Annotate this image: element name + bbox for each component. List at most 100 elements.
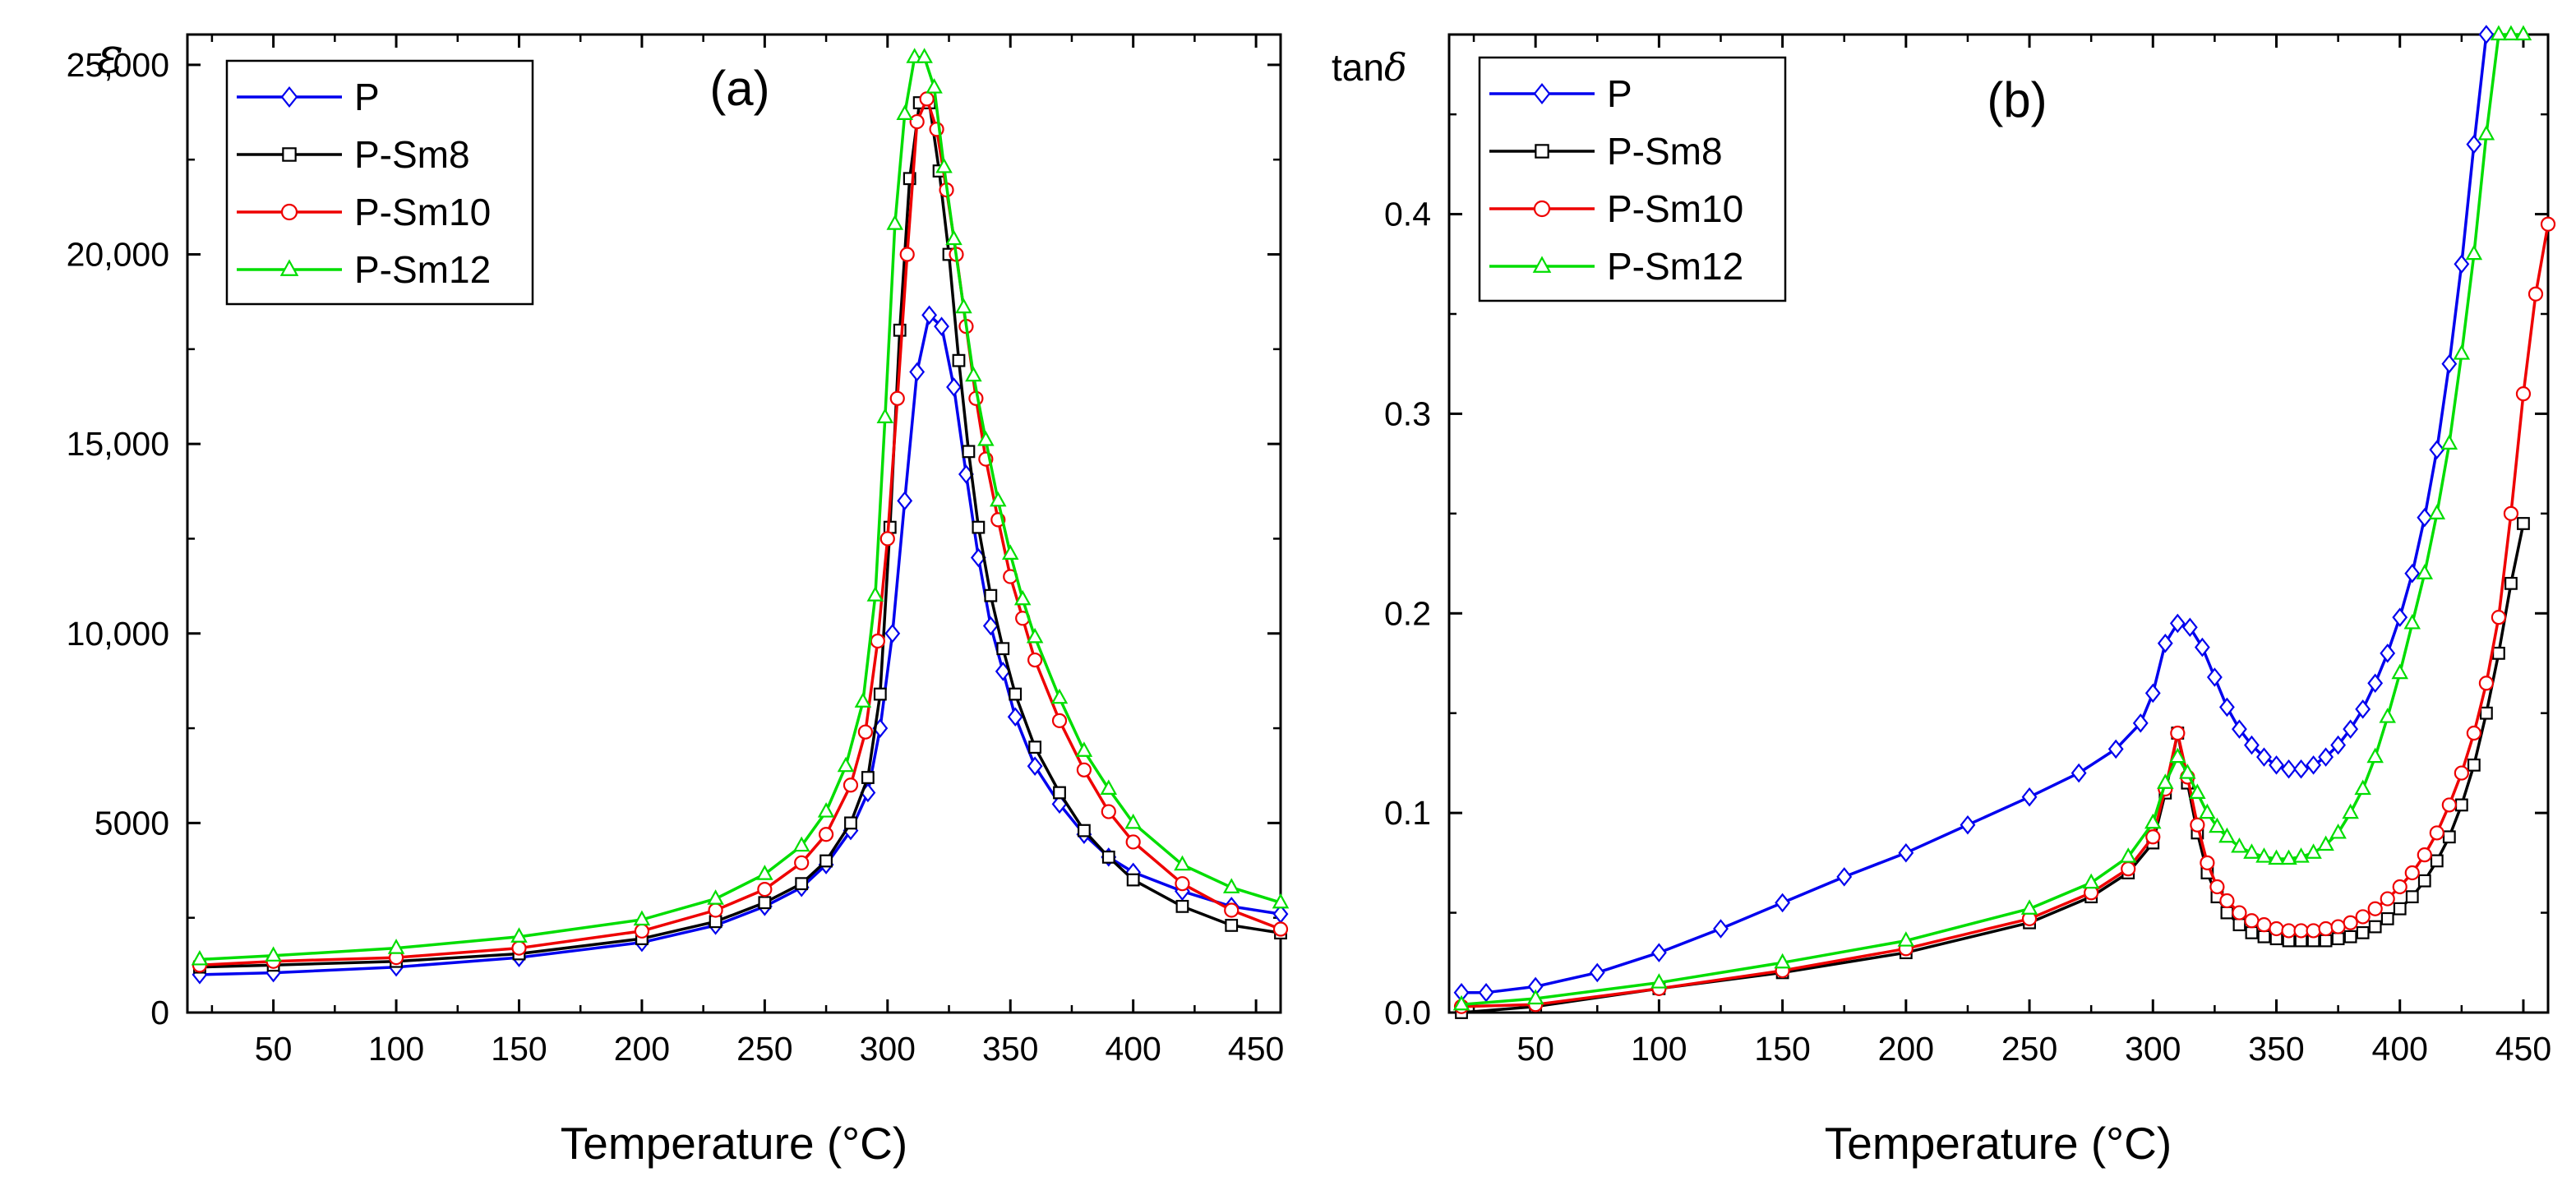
x-tick-label: 300 — [2125, 1030, 2181, 1068]
y-axis-label-b-symbol: δ — [1384, 45, 1407, 90]
legend-label: P-Sm8 — [1607, 130, 1723, 173]
data-point — [2293, 923, 2309, 939]
data-point — [2199, 803, 2216, 819]
data-point — [916, 48, 933, 63]
data-point — [1124, 813, 1142, 829]
legend-item: P-Sm10 — [237, 191, 491, 233]
legend-marker — [1532, 256, 1552, 273]
data-point — [387, 939, 405, 954]
data-point — [633, 910, 651, 926]
legend-label: P-Sm10 — [354, 191, 491, 233]
x-tick-label: 450 — [1228, 1030, 1284, 1068]
data-point — [2429, 440, 2445, 459]
data-point — [1222, 878, 1240, 893]
data-point — [2454, 798, 2468, 812]
y-tick-label: 15,000 — [67, 425, 169, 463]
data-point — [1077, 824, 1091, 837]
data-point — [2244, 913, 2260, 929]
data-point — [2492, 646, 2505, 660]
data-point — [2368, 920, 2382, 934]
legend-item: P-Sm8 — [1489, 130, 1723, 173]
data-point — [2021, 787, 2038, 807]
data-point — [945, 229, 963, 246]
data-point — [2245, 925, 2259, 939]
legend-item: P-Sm10 — [1489, 187, 1743, 230]
data-point — [2355, 699, 2371, 719]
data-point — [2417, 874, 2431, 888]
panel-label-a: (a) — [709, 61, 769, 116]
data-point — [2169, 747, 2186, 764]
data-point — [1898, 842, 1914, 863]
data-point — [2269, 755, 2284, 775]
x-tick-label: 100 — [1631, 1030, 1687, 1068]
data-point — [899, 247, 915, 262]
data-point — [1126, 873, 1140, 887]
data-point — [896, 104, 913, 120]
data-point — [935, 157, 953, 173]
data-point — [854, 692, 872, 708]
data-point — [2428, 504, 2446, 519]
data-point — [191, 949, 209, 966]
data-point — [984, 588, 998, 602]
x-tick-label: 350 — [982, 1030, 1038, 1068]
data-point — [265, 946, 282, 962]
data-point — [1050, 688, 1069, 704]
legend-marker — [1535, 144, 1549, 159]
y-tick-label: 0.2 — [1384, 594, 1431, 632]
x-ticks-b: 50 100 150 200 250 300 350 400 450 — [1472, 35, 2551, 1068]
x-tick-label: 150 — [1754, 1030, 1810, 1068]
data-point — [818, 827, 834, 842]
y-ticks-a: 0 5000 10,000 15,000 20,000 25,000 — [67, 46, 1281, 1031]
data-point — [1526, 989, 1544, 1005]
data-point — [2157, 633, 2173, 653]
legend-item: P — [1489, 72, 1632, 115]
x-ticks-a: 50 100 150 200 250 300 350 400 450 — [210, 35, 1284, 1068]
data-point — [2343, 719, 2359, 739]
data-point — [1960, 814, 1976, 835]
data-point — [2441, 797, 2457, 813]
data-point — [2218, 827, 2236, 843]
data-point — [2082, 873, 2100, 889]
legend-item: P-Sm8 — [237, 133, 470, 176]
data-point — [2441, 353, 2458, 374]
data-point — [510, 927, 528, 943]
data-point — [1076, 762, 1092, 777]
data-point — [2181, 617, 2198, 638]
data-point — [2466, 725, 2481, 741]
data-point — [2281, 759, 2297, 779]
data-point — [2179, 764, 2196, 779]
data-point — [921, 305, 938, 325]
x-tick-label: 50 — [1517, 1030, 1554, 1068]
data-point — [2453, 344, 2471, 360]
series-p-sm10 — [1453, 216, 2556, 1014]
data-point — [2380, 644, 2396, 663]
data-point — [2232, 719, 2247, 739]
data-point — [2232, 905, 2247, 920]
data-point — [1272, 921, 1289, 937]
data-point — [2170, 725, 2186, 741]
data-point — [2356, 925, 2370, 939]
data-point — [2306, 923, 2321, 939]
series-p — [1453, 25, 2495, 1003]
data-point — [758, 896, 772, 910]
legend-b: P P-Sm8 P-Sm10 P-Sm12 — [1478, 56, 1787, 302]
data-point — [2209, 817, 2226, 833]
data-point — [2268, 849, 2285, 865]
data-point — [2209, 879, 2225, 895]
data-point — [795, 877, 809, 891]
data-point — [1026, 627, 1044, 644]
data-point — [708, 902, 723, 918]
series-line — [199, 313, 1281, 976]
data-point — [756, 865, 773, 880]
data-point — [837, 756, 855, 773]
data-point — [2169, 613, 2186, 634]
x-tick-label: 150 — [491, 1030, 547, 1068]
data-point — [2343, 915, 2358, 930]
data-point — [857, 724, 873, 740]
data-point — [2454, 254, 2470, 275]
data-point — [1650, 973, 1668, 989]
data-point — [1175, 899, 1189, 913]
data-point — [2528, 286, 2544, 302]
data-point — [990, 491, 1007, 507]
data-point — [1001, 544, 1019, 560]
